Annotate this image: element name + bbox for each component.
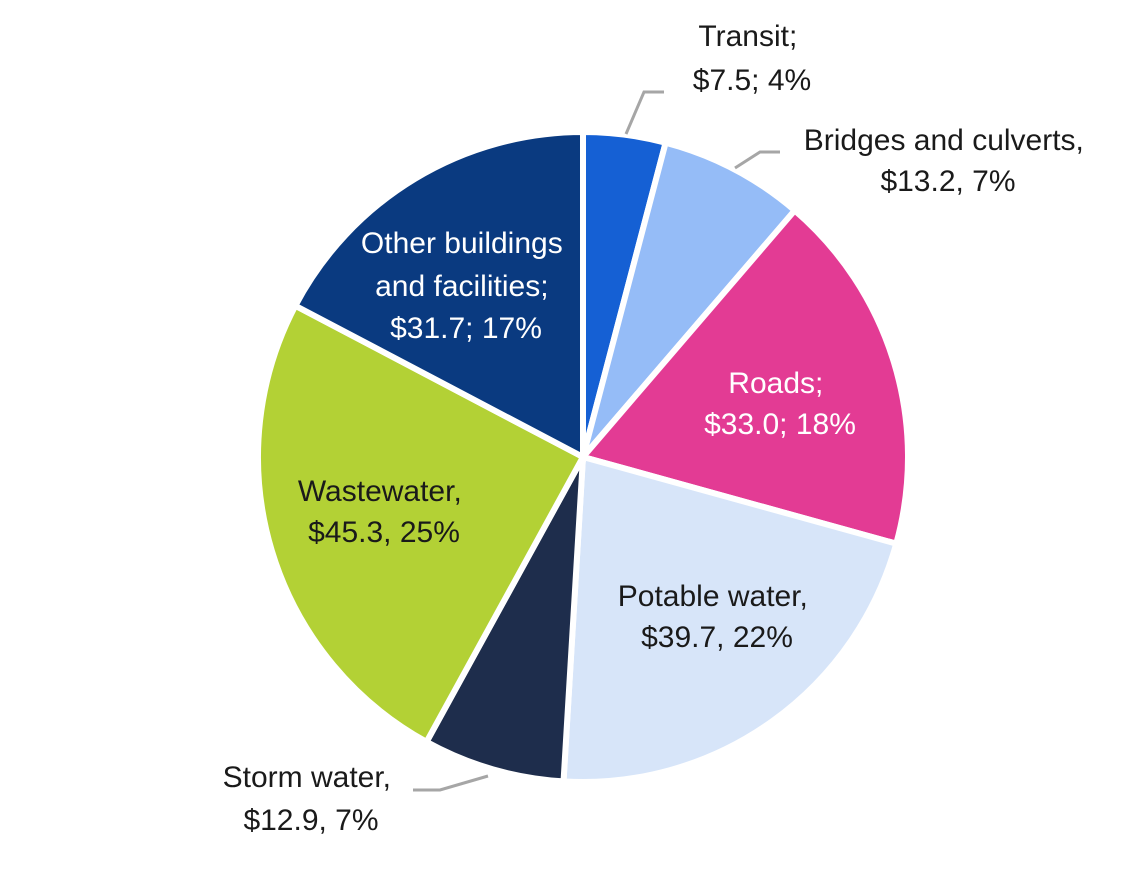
label-other-buildings: Other buildings and facilities; $31.7; 1… <box>361 227 571 345</box>
label-bridges-line1: Bridges and culverts, <box>804 124 1084 157</box>
leader-line-storm-water <box>413 774 489 792</box>
pie-slice-storm-water <box>422 455 586 785</box>
label-roads: Roads; $33.0; 18% <box>704 367 856 441</box>
label-potable-water-line1: Potable water, <box>618 580 808 613</box>
label-other-buildings-line1: Other buildings <box>361 227 563 260</box>
label-other-buildings-line2: and facilities; <box>375 270 548 303</box>
label-transit-line1: Transit; <box>698 20 797 53</box>
pie-slice-roads <box>577 206 911 548</box>
label-storm-water-line1: Storm water, <box>223 761 391 794</box>
slice-labels: Transit; $7.5; 4% Bridges and culverts, … <box>223 20 1092 837</box>
leader-line-bridges <box>734 150 780 170</box>
label-storm-water: Storm water, $12.9, 7% <box>223 761 400 837</box>
label-transit-line2: $7.5; 4% <box>693 64 811 97</box>
label-transit: Transit; $7.5; 4% <box>693 20 811 97</box>
pie-slices <box>255 128 911 785</box>
pie-slice-potable-water <box>560 453 900 785</box>
pie-slice-other-buildings-and-facilities <box>291 128 586 462</box>
label-wastewater: Wastewater, $45.3, 25% <box>298 475 470 549</box>
label-potable-water-line2: $39.7, 22% <box>641 621 793 654</box>
label-bridges: Bridges and culverts, $13.2, 7% <box>804 124 1092 198</box>
label-potable-water: Potable water, $39.7, 22% <box>618 580 816 654</box>
leader-line-transit <box>624 90 664 135</box>
label-roads-line2: $33.0; 18% <box>704 408 856 441</box>
leader-lines <box>413 90 780 792</box>
label-wastewater-line1: Wastewater, <box>298 475 462 508</box>
label-bridges-line2: $13.2, 7% <box>880 165 1015 198</box>
label-other-buildings-line3: $31.7; 17% <box>390 312 542 345</box>
label-storm-water-line2: $12.9, 7% <box>243 804 378 837</box>
label-roads-line1: Roads; <box>728 367 823 400</box>
label-wastewater-line2: $45.3, 25% <box>308 516 460 549</box>
pie-slice-bridges-and-culverts <box>580 139 799 459</box>
